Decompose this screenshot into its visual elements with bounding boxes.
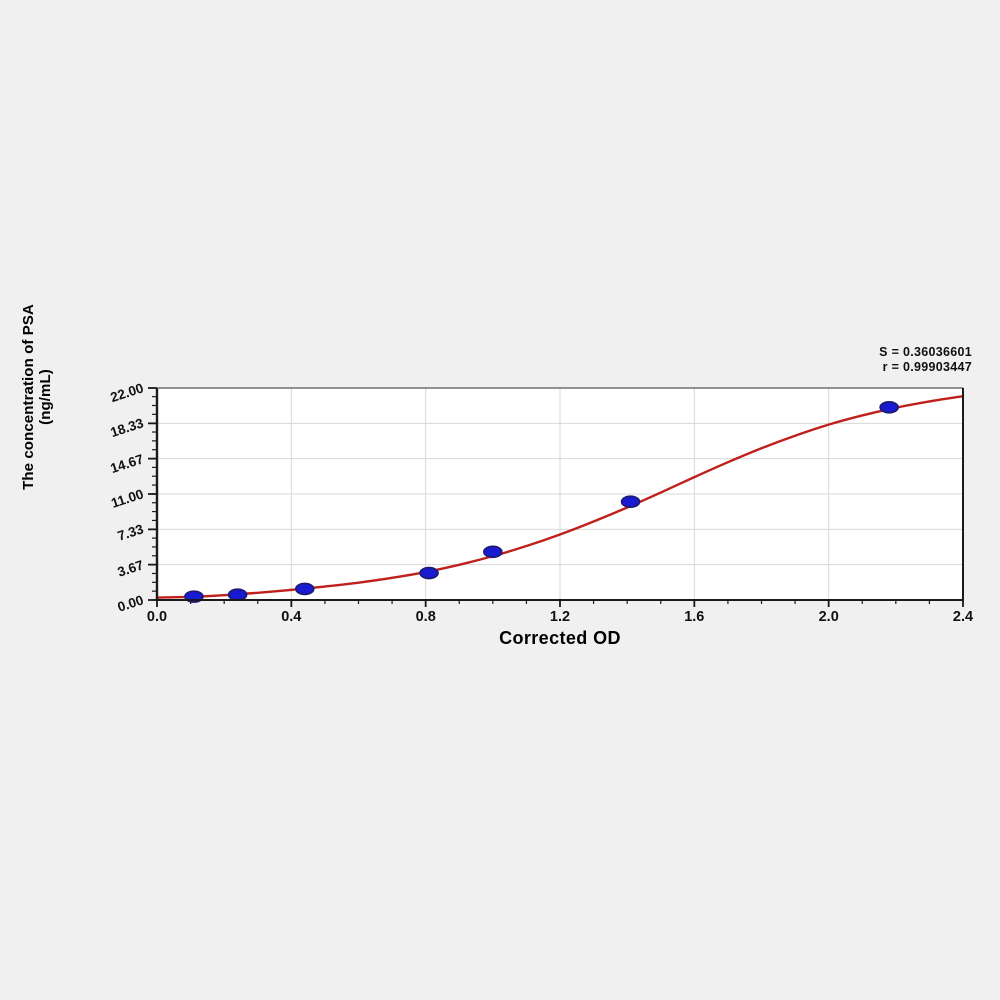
x-tick-label: 2.4 xyxy=(952,609,974,625)
x-tick-label: 0.4 xyxy=(281,609,302,625)
y-axis-major-ticks xyxy=(148,387,157,601)
data-point xyxy=(227,588,248,602)
y-axis-title: The concentration of PSA (ng/mL) xyxy=(20,304,54,490)
vertical-gridlines xyxy=(290,388,830,600)
data-point xyxy=(419,566,439,580)
data-point xyxy=(879,400,899,414)
fitted-curve xyxy=(155,394,965,599)
x-tick-label: 1.2 xyxy=(549,609,571,625)
x-tick-label: 1.6 xyxy=(684,609,705,625)
x-tick-label: 0.0 xyxy=(146,609,168,625)
x-tick-label: 0.8 xyxy=(415,609,436,625)
data-point xyxy=(620,495,641,509)
fit-statistics: S = 0.36036601 r = 0.99903447 xyxy=(879,345,972,375)
data-point xyxy=(294,582,315,596)
r-value: r = 0.99903447 xyxy=(882,360,972,374)
s-value: S = 0.36036601 xyxy=(879,345,972,359)
data-point-markers xyxy=(184,400,899,603)
x-axis-major-ticks xyxy=(156,600,964,607)
x-axis-title: Corrected OD xyxy=(499,628,621,648)
x-tick-label: 2.0 xyxy=(818,609,839,625)
data-point xyxy=(483,545,503,559)
